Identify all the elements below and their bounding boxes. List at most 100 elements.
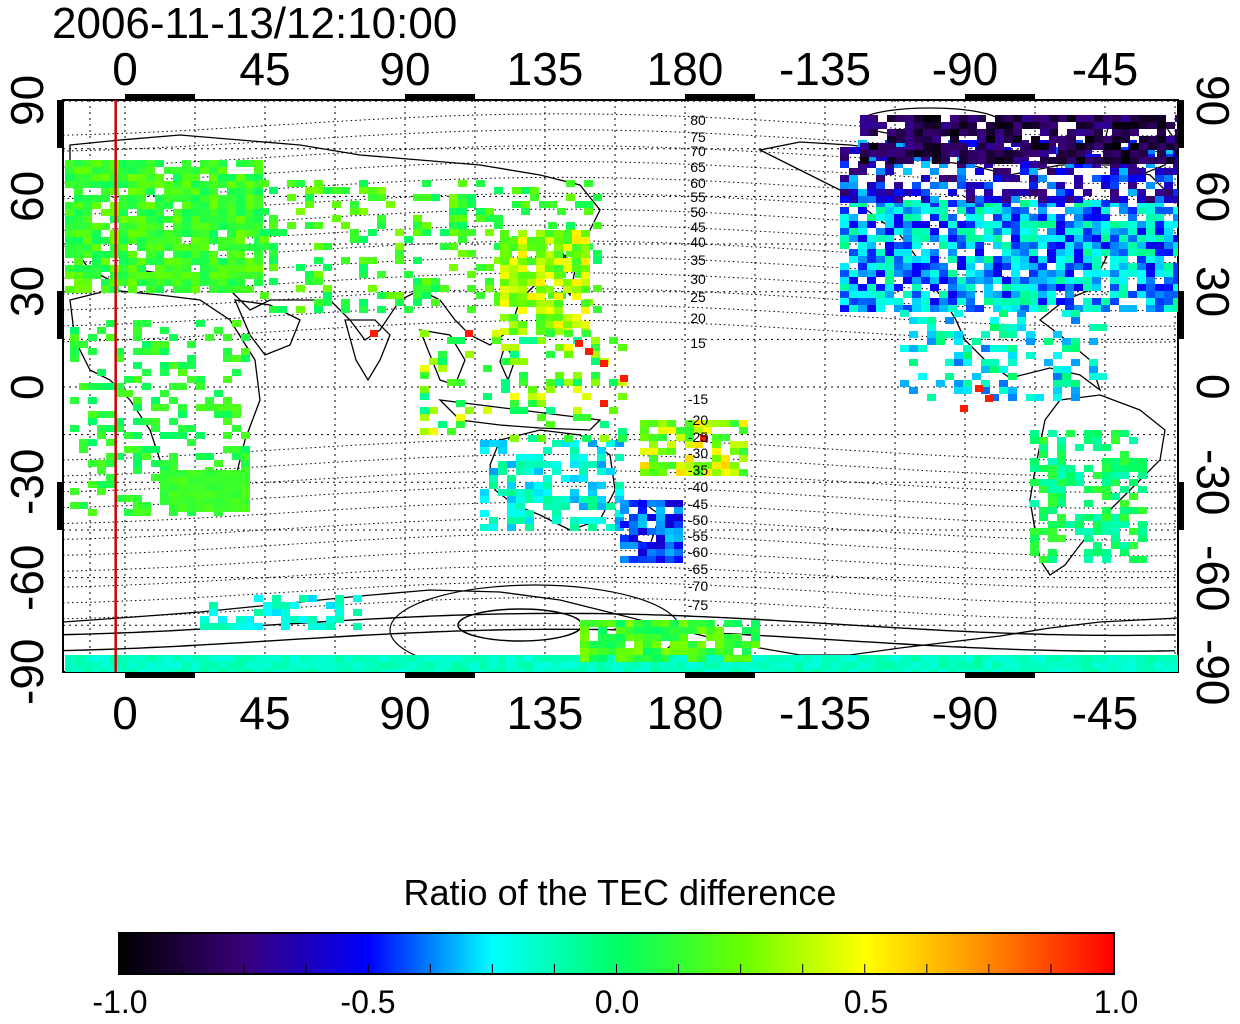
tec-patch (1139, 115, 1148, 122)
tec-patch (1175, 143, 1178, 150)
tec-patch (101, 258, 110, 265)
tec-patch (353, 662, 362, 669)
tec-patch (1083, 242, 1092, 249)
tec-patch (703, 462, 712, 469)
tec-patch (1056, 221, 1065, 228)
tec-patch (876, 207, 885, 214)
tec-patch (1020, 263, 1029, 270)
magnetic-contour (63, 565, 1176, 589)
tec-patch (146, 188, 155, 195)
tec-patch (1074, 175, 1083, 182)
tec-patch (119, 216, 128, 223)
tec-patch (254, 258, 263, 265)
tec-patch (563, 321, 572, 328)
tec-patch (218, 662, 227, 669)
tec-patch (975, 270, 984, 277)
tec-patch (214, 491, 223, 498)
tec-patch (492, 330, 501, 337)
tec-patch (1154, 662, 1163, 669)
magnetic-contour (63, 501, 1176, 525)
tec-patch (685, 469, 694, 476)
tec-patch (173, 272, 182, 279)
tec-patch (1173, 263, 1178, 270)
tec-patch (1154, 669, 1163, 672)
tec-patch (178, 404, 187, 411)
tec-patch (703, 427, 712, 434)
tec-patch (452, 669, 461, 672)
tec-patch (1056, 200, 1065, 207)
tec-patch (260, 229, 269, 236)
tec-patch (1002, 242, 1011, 249)
tec-patch (570, 447, 579, 454)
tec-patch (458, 194, 467, 201)
tec-patch (1004, 122, 1013, 129)
tec-patch (1029, 175, 1038, 182)
tec-patch (182, 258, 191, 265)
tec-patch (137, 202, 146, 209)
tec-patch (1020, 221, 1029, 228)
tec-patch (119, 202, 128, 209)
tec-patch (332, 201, 341, 208)
tec-patch (128, 279, 137, 286)
tec-patch (954, 338, 963, 345)
tec-patch (534, 461, 543, 468)
tec-patch (609, 337, 618, 344)
tec-patch (169, 509, 178, 516)
tec-patch (1119, 270, 1128, 277)
tec-patch (677, 669, 686, 672)
tec-patch (65, 223, 74, 230)
tec-patch (1057, 535, 1066, 542)
tec-patch (840, 284, 849, 291)
tec-patch (146, 279, 155, 286)
tec-patch (92, 181, 101, 188)
tec-patch (1157, 143, 1166, 150)
tec-patch (858, 249, 867, 256)
tec-patch (510, 393, 519, 400)
tec-patch (927, 338, 936, 345)
tec-patch (839, 669, 848, 672)
tec-patch (182, 279, 191, 286)
tec-patch (625, 627, 634, 634)
tec-patch (1157, 150, 1166, 157)
tec-patch (1017, 324, 1026, 331)
tec-patch (543, 447, 552, 454)
tec-patch (407, 655, 416, 662)
tec-patch (1011, 235, 1020, 242)
tec-patch (569, 662, 578, 669)
tec-patch (422, 180, 431, 187)
tec-patch (518, 230, 527, 237)
tec-patch (537, 414, 546, 421)
tec-patch (1128, 235, 1137, 242)
tec-patch (236, 160, 245, 167)
tec-patch (566, 180, 575, 187)
tec-patch (1020, 235, 1029, 242)
tec-patch (1062, 310, 1071, 317)
tec-patch (849, 175, 858, 182)
tec-patch (598, 620, 607, 627)
tec-patch (1098, 373, 1107, 380)
tec-patch (160, 362, 169, 369)
tec-patch (1047, 221, 1056, 228)
tec-patch (589, 648, 598, 655)
tec-patch (515, 662, 524, 669)
tec-patch (155, 237, 164, 244)
tec-patch (416, 669, 425, 672)
tec-patch (1076, 143, 1085, 150)
map-border-bars (57, 94, 1184, 678)
tec-patch (74, 160, 83, 167)
tec-patch (133, 495, 142, 502)
tec-patch (600, 421, 609, 428)
tec-patch (551, 669, 560, 672)
tec-patch (992, 662, 1001, 669)
tec-patch (1084, 465, 1093, 472)
tec-patch (272, 602, 281, 609)
tec-patch (431, 285, 440, 292)
tec-patch (1029, 291, 1038, 298)
tec-patch (1164, 277, 1173, 284)
left-latitude-tick: -60 (1, 544, 53, 611)
tec-patch (534, 468, 543, 475)
tec-patch (115, 348, 124, 355)
tec-patch (912, 305, 921, 312)
tec-patch (128, 195, 137, 202)
tec-patch (65, 662, 74, 669)
